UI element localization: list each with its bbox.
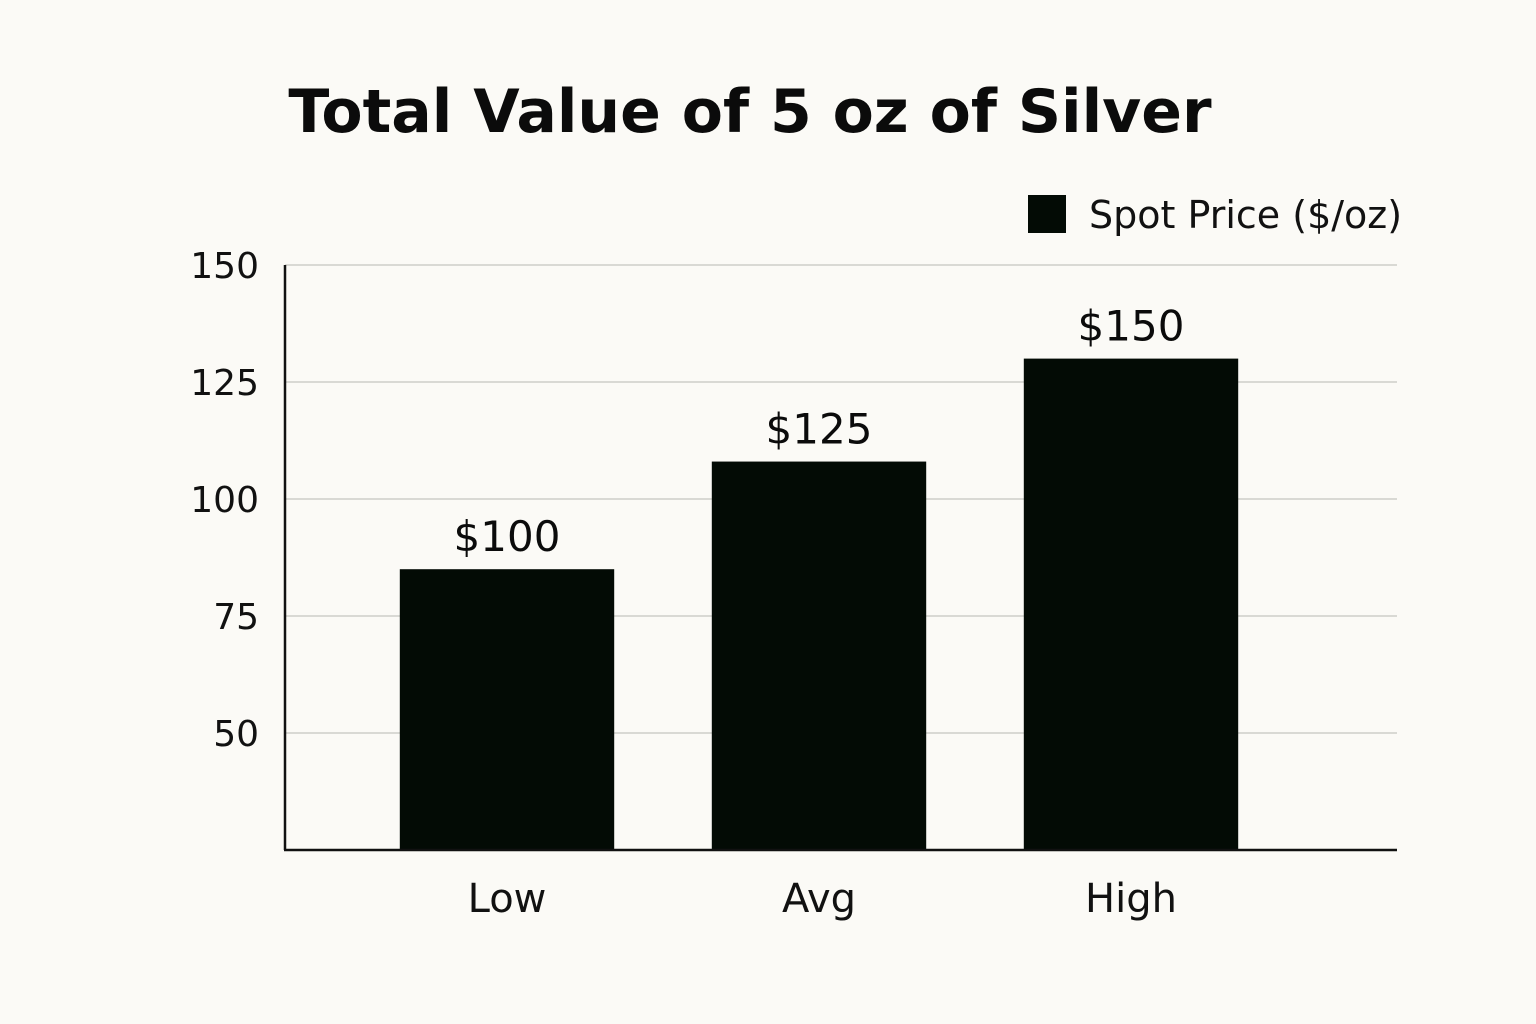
y-tick-label: 125 [190,363,259,404]
bars [399,358,1239,850]
legend-label: Spot Price ($/oz) [1089,193,1402,237]
bar-low [399,569,615,850]
y-tick-label: 150 [190,246,259,287]
x-category-label: Low [468,876,547,922]
bar-value-label: $150 [1078,302,1185,351]
y-tick-label: 50 [213,714,259,755]
bar-avg [711,461,927,850]
x-category-label: Avg [782,876,856,922]
x-category-label: High [1085,876,1177,922]
bar-high [1023,358,1239,850]
bar-value-label: $125 [766,405,873,454]
bar-value-label: $100 [454,512,561,561]
data-labels: $100 $125 $150 [454,302,1185,562]
chart-title: Total Value of 5 oz of Silver [288,77,1212,147]
x-axis-categories: Low Avg High [468,876,1177,922]
y-axis-ticks: 50 75 100 125 150 [190,246,259,755]
legend: Spot Price ($/oz) [1028,193,1402,237]
y-tick-label: 100 [190,480,259,521]
legend-swatch [1028,195,1066,233]
y-tick-label: 75 [213,597,259,638]
